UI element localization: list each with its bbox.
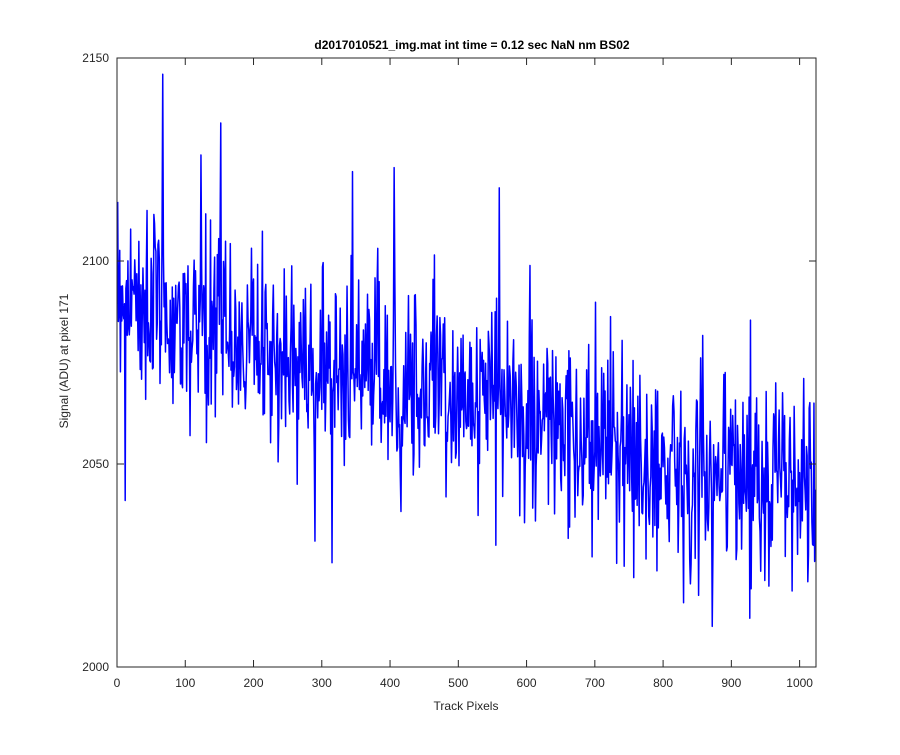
x-tick-label: 400 (380, 676, 400, 690)
x-tick-label: 900 (721, 676, 741, 690)
axes-layer: 0 100 200 300 400 500 600 700 800 900 1000 2000 2050… (82, 51, 817, 690)
x-tick-label: 700 (585, 676, 605, 690)
x-tick-label: 100 (175, 676, 195, 690)
x-tick-label: 1000 (786, 676, 813, 690)
x-tick-label: 0 (114, 676, 121, 690)
series-layer (117, 73, 816, 628)
y-tick-label: 2100 (82, 254, 109, 268)
chart-title: d2017010521_img.mat int time = 0.12 sec … (314, 38, 629, 52)
y-tick-label: 2000 (82, 660, 109, 674)
series-line (117, 73, 816, 628)
x-tick-label: 500 (448, 676, 468, 690)
x-tick-label: 800 (653, 676, 673, 690)
x-tick-label: 200 (244, 676, 264, 690)
y-tick-label: 2150 (82, 51, 109, 65)
x-tick-label: 300 (312, 676, 332, 690)
y-tick-label: 2050 (82, 457, 109, 471)
x-axis-label: Track Pixels (434, 699, 499, 713)
x-tick-label: 600 (517, 676, 537, 690)
y-axis-label: Signal (ADU) at pixel 171 (57, 293, 71, 428)
axes-box (116, 57, 817, 668)
